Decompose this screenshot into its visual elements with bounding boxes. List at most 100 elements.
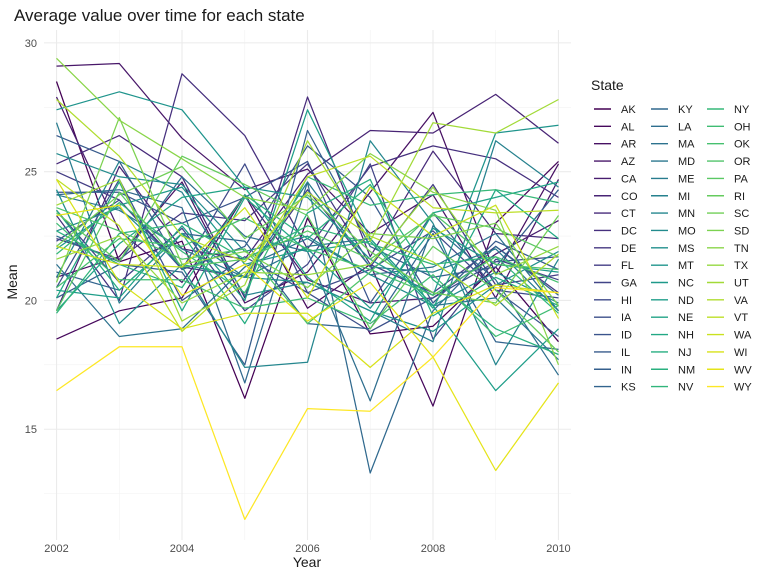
series-line-sc	[56, 165, 560, 304]
legend-label-nh: NH	[678, 330, 694, 342]
series-line-al	[56, 160, 559, 407]
legend-label-hi: HI	[621, 295, 632, 307]
legend-label-nd: ND	[678, 295, 694, 307]
series-line-tn	[56, 57, 560, 366]
legend-label-ut: UT	[734, 278, 749, 290]
y-tick-label: 15	[25, 424, 37, 436]
legend-label-nv: NV	[678, 382, 694, 394]
legend-label-il: IL	[621, 347, 630, 359]
legend: State AK AL AR AZ CA CO CT DC DE FL GA HI IA ID IL IN KS…	[591, 77, 752, 394]
legend-label-ky: KY	[678, 104, 693, 116]
legend-label-ny: NY	[734, 104, 750, 116]
legend-label-mi: MI	[678, 191, 690, 203]
legend-label-ar: AR	[621, 139, 636, 151]
legend-label-sd: SD	[734, 225, 749, 237]
x-axis-label: Year	[293, 554, 322, 570]
legend-label-ct: CT	[621, 208, 636, 220]
legend-label-ak: AK	[621, 104, 636, 116]
x-tick-label: 2004	[170, 543, 194, 555]
legend-label-or: OR	[734, 156, 751, 168]
y-axis-label: Mean	[4, 264, 20, 299]
series-line-ne	[56, 181, 559, 322]
legend-label-al: AL	[621, 121, 634, 133]
series-line-sd	[55, 116, 559, 306]
legend-label-oh: OH	[734, 121, 751, 133]
legend-label-ms: MS	[678, 243, 695, 255]
x-axis-ticks: 2002 2004 2006 2008 2010	[44, 543, 570, 555]
y-tick-label: 25	[25, 167, 37, 179]
series-line-wy	[56, 286, 559, 521]
series-line-wa	[56, 186, 560, 319]
series-line-ar	[56, 111, 560, 304]
legend-label-va: VA	[734, 295, 749, 307]
legend-label-wi: WI	[734, 347, 747, 359]
legend-label-mo: MO	[678, 225, 696, 237]
series-line-ia	[55, 178, 559, 333]
legend-label-id: ID	[621, 330, 632, 342]
series-line-ut	[56, 98, 559, 322]
x-tick-label: 2002	[44, 543, 68, 555]
legend-label-ok: OK	[734, 139, 751, 151]
series-line-mt	[56, 91, 559, 296]
legend-label-me: ME	[678, 173, 695, 185]
series-line-in	[56, 129, 559, 366]
series-line-nh	[55, 181, 559, 312]
series-line-nv	[56, 222, 559, 314]
series-lines	[55, 57, 560, 521]
grid	[44, 30, 571, 540]
legend-label-tn: TN	[734, 243, 749, 255]
legend-label-md: MD	[678, 156, 695, 168]
legend-label-in: IN	[621, 364, 632, 376]
y-axis-ticks: 15 20 25 30	[25, 38, 37, 436]
legend-label-az: AZ	[621, 156, 635, 168]
legend-label-dc: DC	[621, 225, 637, 237]
legend-label-ca: CA	[621, 173, 637, 185]
legend-label-ri: RI	[734, 191, 745, 203]
series-line-wv	[56, 204, 560, 472]
series-line-tx	[56, 186, 559, 304]
legend-label-vt: VT	[734, 312, 748, 324]
series-line-or	[56, 207, 559, 325]
legend-label-pa: PA	[734, 173, 749, 185]
series-line-ms	[55, 189, 559, 333]
legend-label-ia: IA	[621, 312, 632, 324]
legend-title: State	[591, 77, 624, 93]
legend-label-de: DE	[621, 243, 636, 255]
series-line-id	[56, 160, 559, 338]
series-line-nj	[56, 178, 559, 325]
series-line-ga	[56, 163, 559, 340]
legend-label-la: LA	[678, 121, 692, 133]
legend-label-ks: KS	[621, 382, 636, 394]
legend-label-ne: NE	[678, 312, 693, 324]
legend-label-sc: SC	[734, 208, 749, 220]
legend-label-nm: NM	[678, 364, 695, 376]
series-line-ok	[56, 217, 559, 296]
series-line-pa	[55, 191, 559, 312]
chart-title: Average value over time for each state	[14, 6, 305, 25]
legend-label-ga: GA	[621, 278, 638, 290]
series-line-wi	[55, 179, 559, 369]
legend-label-ma: MA	[678, 139, 695, 151]
x-tick-label: 2008	[421, 543, 445, 555]
legend-label-wa: WA	[734, 330, 752, 342]
legend-label-nj: NJ	[678, 347, 691, 359]
legend-label-tx: TX	[734, 260, 749, 272]
legend-label-wy: WY	[734, 382, 752, 394]
legend-label-nc: NC	[678, 278, 694, 290]
legend-label-co: CO	[621, 191, 638, 203]
series-line-nd	[56, 109, 559, 392]
legend-label-fl: FL	[621, 260, 634, 272]
series-line-va	[56, 99, 559, 307]
series-line-nm	[56, 183, 559, 356]
legend-label-mn: MN	[678, 208, 695, 220]
y-tick-label: 30	[25, 38, 37, 50]
x-tick-label: 2010	[546, 543, 570, 555]
y-tick-label: 20	[25, 295, 37, 307]
legend-label-wv: WV	[734, 364, 752, 376]
x-tick-label: 2006	[295, 543, 319, 555]
series-line-vt	[56, 155, 559, 333]
series-line-co	[55, 93, 559, 312]
legend-label-mt: MT	[678, 260, 694, 272]
series-line-mo	[56, 153, 559, 307]
